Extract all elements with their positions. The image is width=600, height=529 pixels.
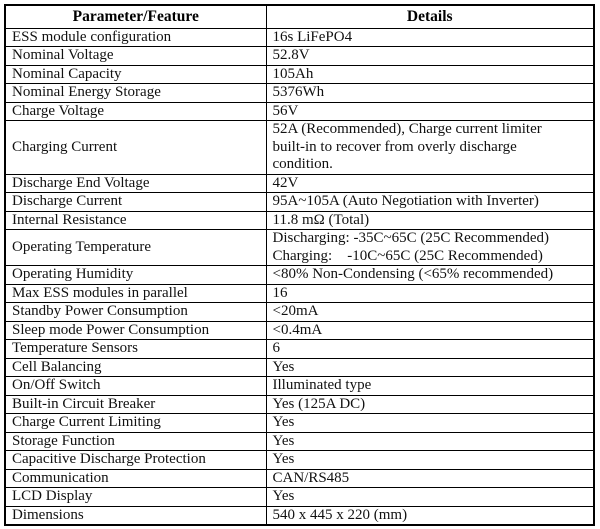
table-row: Cell Balancing Yes xyxy=(4,357,595,377)
parameter-cell: Dimensions xyxy=(4,505,267,526)
parameter-cell: Sleep mode Power Consumption xyxy=(4,320,267,340)
table-row: Nominal Voltage 52.8V xyxy=(4,46,595,66)
details-cell: Yes (125A DC) xyxy=(265,394,595,414)
details-cell: <0.4mA xyxy=(265,320,595,340)
details-cell: 42V xyxy=(265,173,595,193)
table-row: Temperature Sensors 6 xyxy=(4,339,595,359)
parameter-cell: Internal Resistance xyxy=(4,210,267,230)
table-row: Charge Voltage 56V xyxy=(4,101,595,121)
table-row: Internal Resistance 11.8 mΩ (Total) xyxy=(4,210,595,230)
details-cell: Illuminated type xyxy=(265,376,595,396)
table-row: Storage Function Yes xyxy=(4,431,595,451)
parameter-cell: Standby Power Consumption xyxy=(4,302,267,322)
details-cell: Yes xyxy=(265,450,595,470)
parameter-cell: Built-in Circuit Breaker xyxy=(4,394,267,414)
spec-table: Parameter/Feature Details ESS module con… xyxy=(4,4,595,526)
parameter-cell: Nominal Energy Storage xyxy=(4,83,267,103)
table-row: Built-in Circuit Breaker Yes (125A DC) xyxy=(4,394,595,414)
details-cell: Yes xyxy=(265,357,595,377)
table-row: Communication CAN/RS485 xyxy=(4,468,595,488)
table-row: Nominal Capacity 105Ah xyxy=(4,64,595,84)
details-cell: 95A~105A (Auto Negotiation with Inverter… xyxy=(265,192,595,212)
details-cell: Discharging: -35C~65C (25C Recommended) … xyxy=(265,229,595,266)
parameter-cell: Capacitive Discharge Protection xyxy=(4,450,267,470)
parameter-cell: Operating Humidity xyxy=(4,265,267,285)
parameter-cell: Max ESS modules in parallel xyxy=(4,283,267,303)
parameter-cell: Nominal Capacity xyxy=(4,64,267,84)
spec-table-header: Parameter/Feature Details xyxy=(4,4,595,29)
parameter-cell: Nominal Voltage xyxy=(4,46,267,66)
details-cell: 105Ah xyxy=(265,64,595,84)
details-cell: <80% Non-Condensing (<65% recommended) xyxy=(265,265,595,285)
table-row: Dimensions 540 x 445 x 220 (mm) xyxy=(4,505,595,526)
parameter-cell: Cell Balancing xyxy=(4,357,267,377)
parameter-cell: Charge Current Limiting xyxy=(4,413,267,433)
parameter-cell: LCD Display xyxy=(4,487,267,507)
header-parameter-feature: Parameter/Feature xyxy=(4,4,267,29)
parameter-cell: Operating Temperature xyxy=(4,229,267,266)
header-details: Details xyxy=(265,4,595,29)
table-row: Charging Current 52A (Recommended), Char… xyxy=(4,120,595,175)
details-cell: Yes xyxy=(265,487,595,507)
parameter-cell: Communication xyxy=(4,468,267,488)
parameter-cell: On/Off Switch xyxy=(4,376,267,396)
parameter-cell: ESS module configuration xyxy=(4,27,267,47)
table-row: Operating Temperature Discharging: -35C~… xyxy=(4,229,595,266)
parameter-cell: Charging Current xyxy=(4,120,267,175)
details-cell: 11.8 mΩ (Total) xyxy=(265,210,595,230)
parameter-cell: Discharge End Voltage xyxy=(4,173,267,193)
table-row: Sleep mode Power Consumption <0.4mA xyxy=(4,320,595,340)
header-row: Parameter/Feature Details xyxy=(4,4,595,29)
details-cell: 52.8V xyxy=(265,46,595,66)
parameter-cell: Storage Function xyxy=(4,431,267,451)
details-cell: CAN/RS485 xyxy=(265,468,595,488)
table-row: Operating Humidity <80% Non-Condensing (… xyxy=(4,265,595,285)
table-row: Nominal Energy Storage 5376Wh xyxy=(4,83,595,103)
table-row: ESS module configuration 16s LiFePO4 xyxy=(4,27,595,47)
table-row: LCD Display Yes xyxy=(4,487,595,507)
details-cell: 56V xyxy=(265,101,595,121)
details-cell: 5376Wh xyxy=(265,83,595,103)
details-cell: 6 xyxy=(265,339,595,359)
details-cell: 16 xyxy=(265,283,595,303)
table-row: Discharge End Voltage 42V xyxy=(4,173,595,193)
table-row: Standby Power Consumption <20mA xyxy=(4,302,595,322)
table-row: Max ESS modules in parallel 16 xyxy=(4,283,595,303)
parameter-cell: Charge Voltage xyxy=(4,101,267,121)
parameter-cell: Discharge Current xyxy=(4,192,267,212)
table-row: On/Off Switch Illuminated type xyxy=(4,376,595,396)
parameter-cell: Temperature Sensors xyxy=(4,339,267,359)
table-row: Capacitive Discharge Protection Yes xyxy=(4,450,595,470)
table-row: Charge Current Limiting Yes xyxy=(4,413,595,433)
table-row: Discharge Current 95A~105A (Auto Negotia… xyxy=(4,192,595,212)
details-cell: 16s LiFePO4 xyxy=(265,27,595,47)
details-cell: 540 x 445 x 220 (mm) xyxy=(265,505,595,526)
details-cell: <20mA xyxy=(265,302,595,322)
spec-table-body: ESS module configuration 16s LiFePO4 Nom… xyxy=(4,27,595,526)
details-cell: Yes xyxy=(265,413,595,433)
details-cell: Yes xyxy=(265,431,595,451)
details-cell: 52A (Recommended), Charge current limite… xyxy=(265,120,595,175)
